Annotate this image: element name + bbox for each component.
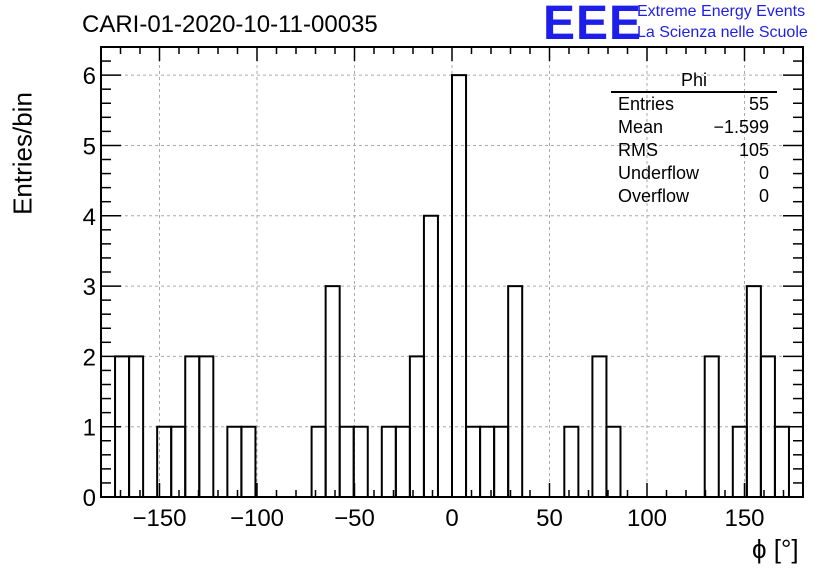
stats-box: Phi Entries 55 Mean −1.599 RMS 105 Under…	[611, 70, 777, 208]
stats-row-mean: Mean −1.599	[611, 116, 777, 139]
histogram-bin	[773, 425, 790, 497]
x-axis-label: ϕ [°]	[752, 534, 799, 564]
x-tick-label: −50	[334, 505, 375, 532]
stats-label: Mean	[618, 117, 664, 137]
histogram-bin	[240, 425, 257, 497]
x-tick-label: 100	[627, 505, 667, 532]
chart-title: CARI-01-2020-10-11-00035	[82, 11, 378, 38]
x-tick-label: −100	[230, 505, 284, 532]
logo-subtitle-line1: Extreme Energy Events	[637, 3, 806, 20]
histogram-bin	[310, 425, 327, 497]
stats-value: 105	[738, 140, 769, 160]
stats-row-overflow: Overflow 0	[611, 185, 777, 208]
histogram-bin	[563, 425, 580, 497]
stats-title: Phi	[611, 70, 777, 93]
y-tick-label: 3	[83, 274, 96, 301]
stats-label: Underflow	[618, 163, 700, 183]
histogram-bin	[338, 425, 355, 497]
histogram-bin	[422, 214, 439, 497]
histogram-bin	[493, 425, 510, 497]
y-tick-label: 2	[83, 344, 96, 371]
histogram-bin	[380, 425, 397, 497]
histogram-bin	[465, 425, 482, 497]
stats-row-underflow: Underflow 0	[611, 162, 777, 185]
y-tick-label: 5	[83, 133, 96, 160]
histogram-bin	[128, 355, 145, 497]
histogram-bin	[605, 425, 622, 497]
histogram-bin	[226, 425, 243, 497]
stats-row-entries: Entries 55	[611, 93, 777, 116]
y-tick-label: 6	[83, 63, 96, 90]
histogram-bin	[324, 285, 341, 497]
histogram-bin	[703, 355, 720, 497]
histogram-bin	[170, 425, 187, 497]
stats-label: Overflow	[618, 186, 690, 206]
y-axis-label-wrap: Entries/bin	[8, 92, 38, 215]
histogram-bin	[745, 285, 762, 497]
y-tick-label: 0	[83, 485, 96, 512]
histogram-series	[114, 74, 790, 497]
eee-logo: EEE	[543, 0, 643, 50]
x-tick-label: 0	[445, 505, 458, 532]
histogram-bin	[198, 355, 215, 497]
histogram-bin	[451, 74, 468, 497]
stats-label: Entries	[618, 94, 675, 114]
axes: −150 −100 −50 0 50 100 150 0 1 2 3 4 5 6	[83, 46, 804, 532]
x-tick-label: −150	[132, 505, 186, 532]
stats-label: RMS	[618, 140, 658, 160]
stats-value: −1.599	[713, 117, 769, 137]
stats-row-rms: RMS 105	[611, 139, 777, 162]
x-tick-label: 150	[724, 505, 764, 532]
stats-value: 0	[758, 186, 769, 206]
y-axis-label: Entries/bin	[7, 92, 38, 215]
stats-value: 0	[758, 163, 769, 183]
histogram-bin	[352, 425, 369, 497]
stats-value: 55	[748, 94, 769, 114]
x-tick-label: 50	[536, 505, 563, 532]
y-tick-label: 4	[83, 204, 96, 231]
histogram-bin	[394, 425, 411, 497]
y-tick-label: 1	[83, 415, 96, 442]
histogram-bin	[507, 285, 524, 497]
histogram-bin	[479, 425, 496, 497]
logo-subtitle-line2: La Scienza nelle Scuole	[637, 24, 808, 41]
